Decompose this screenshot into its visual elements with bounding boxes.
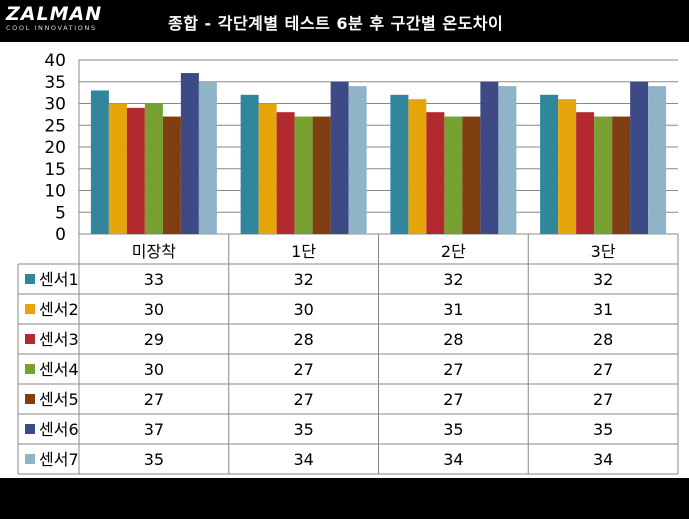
bar [444,116,463,234]
category-label: 3단 [591,242,616,261]
bar [144,103,163,234]
table-cell-value: 27 [593,360,613,379]
y-tick-label: 10 [44,182,66,202]
y-tick-label: 25 [44,116,66,136]
table-cell-value: 34 [593,450,613,469]
table-cell-value: 35 [144,450,164,469]
series-label: 센서1 [39,270,79,289]
table-cell-value: 31 [593,300,613,319]
series-label: 센서2 [39,300,79,319]
series-label: 센서3 [39,330,79,349]
legend-swatch [25,334,35,344]
table-cell-value: 27 [443,390,463,409]
bar [258,103,277,234]
bar [390,94,409,234]
bar [498,86,517,234]
bar [180,73,199,234]
category-label: 1단 [291,242,316,261]
table-cell-value: 35 [293,420,313,439]
category-label: 2단 [441,242,466,261]
logo-wordmark: ZALMAN [6,3,103,25]
table-cell-value: 35 [593,420,613,439]
legend-swatch [25,454,35,464]
table-cell-value: 29 [144,330,164,349]
bar [480,81,499,234]
bar [294,116,313,234]
table-cell-value: 31 [443,300,463,319]
y-tick-label: 40 [44,51,66,71]
table-cell-value: 34 [443,450,463,469]
bar [462,116,481,234]
bar [648,86,667,234]
chart-panel: 0 5 10 15 20 25 30 35 40 미장착 1단 2단 3단 센서1 33 32 32 32 센서2… [0,42,689,478]
y-tick-label: 30 [44,95,66,115]
series-label: 센서4 [39,360,79,379]
bar [276,112,295,234]
bar [594,116,613,234]
bar [612,116,631,234]
y-tick-label: 5 [55,203,66,223]
bar [162,116,181,234]
bar [330,81,349,234]
table-cell-value: 37 [144,420,164,439]
zalman-logo: ZALMAN COOL INNOVATIONS [6,4,102,32]
chart-bars [90,73,667,235]
category-label: 미장착 [132,242,176,261]
bar [108,103,127,234]
table-cell-value: 34 [293,450,313,469]
page-title: 종합 - 각단계별 테스트 6분 후 구간별 온도차이 [168,14,504,33]
bar [426,112,445,234]
table-cell-value: 27 [293,390,313,409]
table-cell-value: 28 [293,330,313,349]
logo-tagline: COOL INNOVATIONS [6,24,97,32]
table-cell-value: 32 [443,270,463,289]
legend-swatch [25,364,35,374]
table-cell-value: 27 [443,360,463,379]
bar [408,99,427,235]
y-tick-label: 35 [44,73,66,93]
header-bar: ZALMAN COOL INNOVATIONS 종합 - 각단계별 테스트 6분… [0,0,689,42]
table-cell-value: 32 [593,270,613,289]
bar [126,107,145,234]
legend-swatch [25,424,35,434]
series-label: 센서6 [39,420,79,439]
bar [540,94,559,234]
legend-swatch [25,304,35,314]
bar [240,94,259,234]
table-cell-value: 30 [144,300,164,319]
bar [576,112,595,234]
table-cell-value: 30 [144,360,164,379]
table-cell-value: 28 [593,330,613,349]
bar [558,99,577,235]
table-cell-value: 33 [144,270,164,289]
series-label: 센서7 [39,450,79,469]
table-cell-value: 32 [293,270,313,289]
table-cell-value: 27 [144,390,164,409]
table-cell-value: 28 [443,330,463,349]
bar [90,90,109,234]
series-label: 센서5 [39,390,79,409]
y-tick-label: 15 [44,160,66,180]
table-cell-value: 27 [293,360,313,379]
bar [630,81,649,234]
footer-bar [0,478,689,519]
bar [348,86,367,234]
table-cell-value: 30 [293,300,313,319]
bar [198,81,217,234]
legend-swatch [25,394,35,404]
table-cell-value: 27 [593,390,613,409]
y-tick-label: 0 [55,225,66,245]
legend-swatch [25,274,35,284]
table-cell-value: 35 [443,420,463,439]
bar [312,116,331,234]
y-tick-label: 20 [44,138,66,158]
